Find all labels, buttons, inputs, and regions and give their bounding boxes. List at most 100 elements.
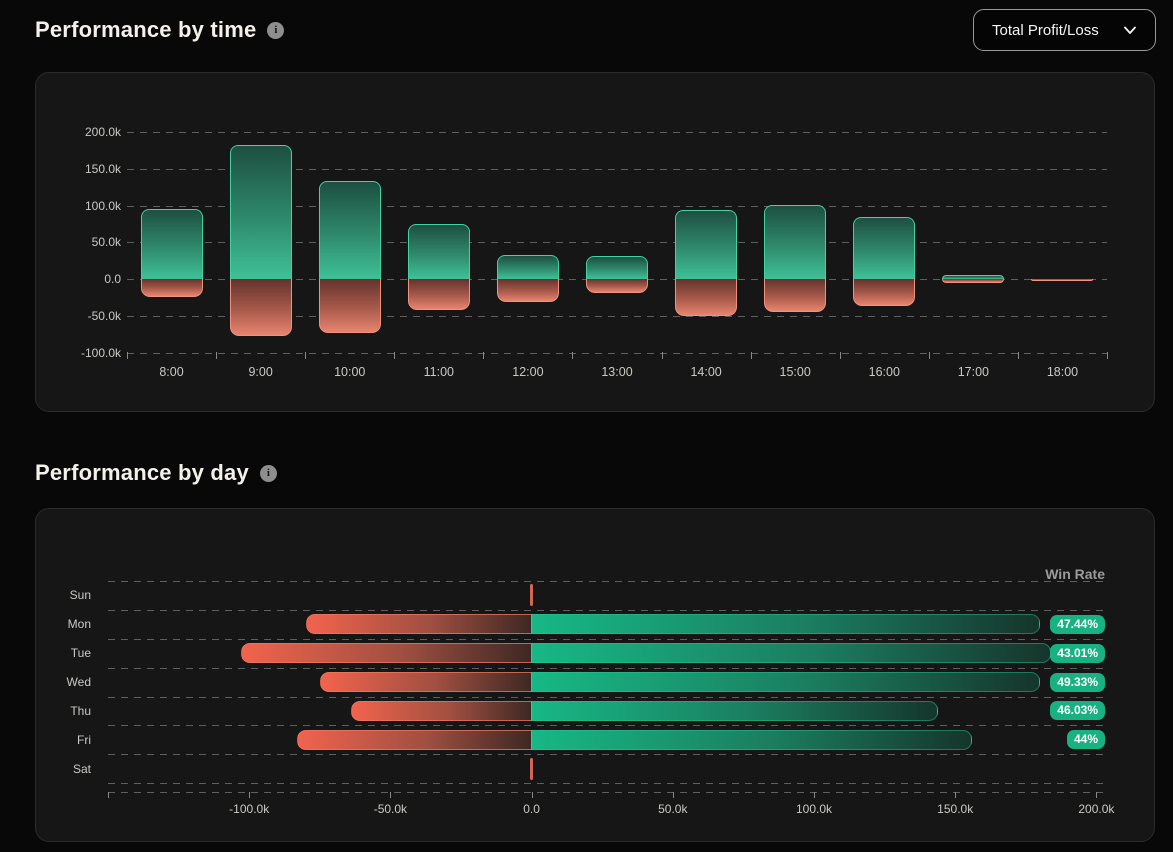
x-axis-tick: [750, 352, 752, 359]
x-axis-label: 150.0k: [937, 802, 974, 816]
y-axis-day-label: Fri: [77, 732, 91, 747]
y-axis-label: 100.0k: [84, 198, 121, 213]
profit-bar[interactable]: [229, 145, 292, 279]
loss-bar[interactable]: [240, 643, 532, 664]
y-axis-label: 50.0k: [91, 235, 121, 250]
win-rate-badge: 47.44%: [1050, 614, 1105, 634]
x-axis-tick: [572, 352, 574, 359]
loss-bar[interactable]: [942, 279, 1005, 284]
loss-bar[interactable]: [318, 279, 381, 333]
gridline: [108, 754, 1103, 756]
x-axis-tick: [108, 791, 109, 798]
x-axis-line: [108, 791, 1103, 793]
x-axis-label: 16:00: [868, 365, 900, 379]
x-axis-label: 0.0: [523, 802, 540, 816]
x-axis-label: 8:00: [159, 365, 184, 379]
loss-bar[interactable]: [407, 279, 470, 310]
x-axis-tick: [1096, 791, 1098, 798]
loss-bar[interactable]: [586, 279, 648, 293]
gridline: [108, 696, 1103, 698]
y-axis-day-label: Thu: [70, 703, 91, 718]
x-axis-label: 10:00: [334, 365, 366, 379]
loss-bar[interactable]: [297, 729, 532, 750]
profit-bar[interactable]: [764, 204, 827, 279]
x-axis-label: 50.0k: [658, 802, 688, 816]
x-axis-tick: [216, 352, 218, 359]
x-axis-tick: [483, 352, 485, 359]
profit-bar[interactable]: [531, 614, 1040, 635]
profit-bar[interactable]: [318, 180, 381, 279]
loss-bar[interactable]: [764, 279, 827, 313]
win-rate-legend: Win Rate: [1045, 566, 1105, 582]
loss-bar[interactable]: [140, 279, 203, 297]
chevron-down-icon: [1123, 26, 1137, 35]
y-axis-label: -50.0k: [87, 308, 121, 323]
x-axis-tick: [1107, 352, 1108, 359]
x-axis-tick: [661, 352, 663, 359]
x-axis-label: 14:00: [690, 365, 722, 379]
x-axis-label: 200.0k: [1078, 802, 1115, 816]
profit-bar[interactable]: [407, 223, 470, 279]
day-chart-panel: Win Rate -100.0k -50.0k 0.0 50.0k 100.0k 150.…: [35, 508, 1155, 842]
x-axis-tick: [394, 352, 396, 359]
loss-bar[interactable]: [319, 672, 532, 692]
loss-bar[interactable]: [496, 279, 559, 302]
x-axis-label: 13:00: [601, 365, 633, 379]
x-axis-tick: [249, 791, 251, 798]
loss-bar[interactable]: [229, 279, 292, 336]
profit-bar[interactable]: [140, 209, 203, 279]
y-axis-day-label: Wed: [66, 675, 91, 689]
win-rate-badge: 46.03%: [1050, 701, 1105, 721]
win-rate-badge: 44%: [1066, 730, 1105, 750]
time-section-header: Performance by time i: [35, 17, 285, 43]
metric-dropdown[interactable]: Total Profit/Loss: [973, 9, 1156, 51]
profit-bar[interactable]: [531, 672, 1040, 692]
profit-bar[interactable]: [531, 643, 1052, 664]
day-section-header: Performance by day i: [35, 460, 277, 486]
x-axis-tick: [531, 791, 533, 798]
loss-bar[interactable]: [1031, 279, 1094, 281]
info-icon[interactable]: i: [267, 21, 285, 39]
gridline: [108, 638, 1103, 640]
y-axis-label: 200.0k: [84, 125, 121, 139]
loss-bar[interactable]: [675, 279, 738, 316]
y-axis-day-label: Tue: [70, 646, 91, 661]
time-section-title: Performance by time: [35, 17, 257, 42]
profit-bar[interactable]: [496, 254, 559, 279]
x-axis-label: 17:00: [957, 365, 989, 379]
x-axis-label: 11:00: [423, 365, 454, 379]
profit-bar[interactable]: [586, 256, 648, 279]
x-axis-tick: [1017, 352, 1019, 359]
gridline: [127, 352, 1107, 354]
x-axis-tick: [955, 791, 957, 798]
gridline: [108, 725, 1103, 727]
profit-bar[interactable]: [531, 700, 939, 721]
loss-bar[interactable]: [350, 700, 532, 721]
win-rate-badge: 43.01%: [1050, 643, 1105, 663]
x-axis-label: 9:00: [248, 365, 273, 379]
x-axis-tick: [672, 791, 674, 798]
info-icon[interactable]: i: [259, 464, 277, 482]
x-axis-tick: [127, 352, 128, 359]
x-axis-tick: [928, 352, 930, 359]
y-axis-label: 0.0: [104, 272, 121, 286]
gridline: [108, 783, 1103, 785]
y-axis-day-label: Mon: [67, 617, 91, 632]
profit-bar[interactable]: [853, 217, 916, 279]
x-axis-label: 100.0k: [795, 802, 833, 816]
zero-value-marker: [530, 584, 534, 607]
profit-bar[interactable]: [531, 729, 973, 750]
loss-bar[interactable]: [853, 279, 916, 307]
x-axis-label: -100.0k: [229, 802, 270, 816]
profit-bar[interactable]: [675, 209, 738, 279]
gridline: [127, 132, 1107, 133]
y-axis-day-label: Sun: [69, 588, 91, 603]
x-axis-tick: [814, 791, 815, 798]
metric-dropdown-label: Total Profit/Loss: [992, 21, 1099, 39]
x-axis-label: 18:00: [1046, 365, 1079, 379]
x-axis-tick: [305, 352, 307, 359]
loss-bar[interactable]: [305, 614, 532, 635]
x-axis-label: -50.0k: [373, 802, 408, 816]
gridline: [127, 205, 1107, 207]
